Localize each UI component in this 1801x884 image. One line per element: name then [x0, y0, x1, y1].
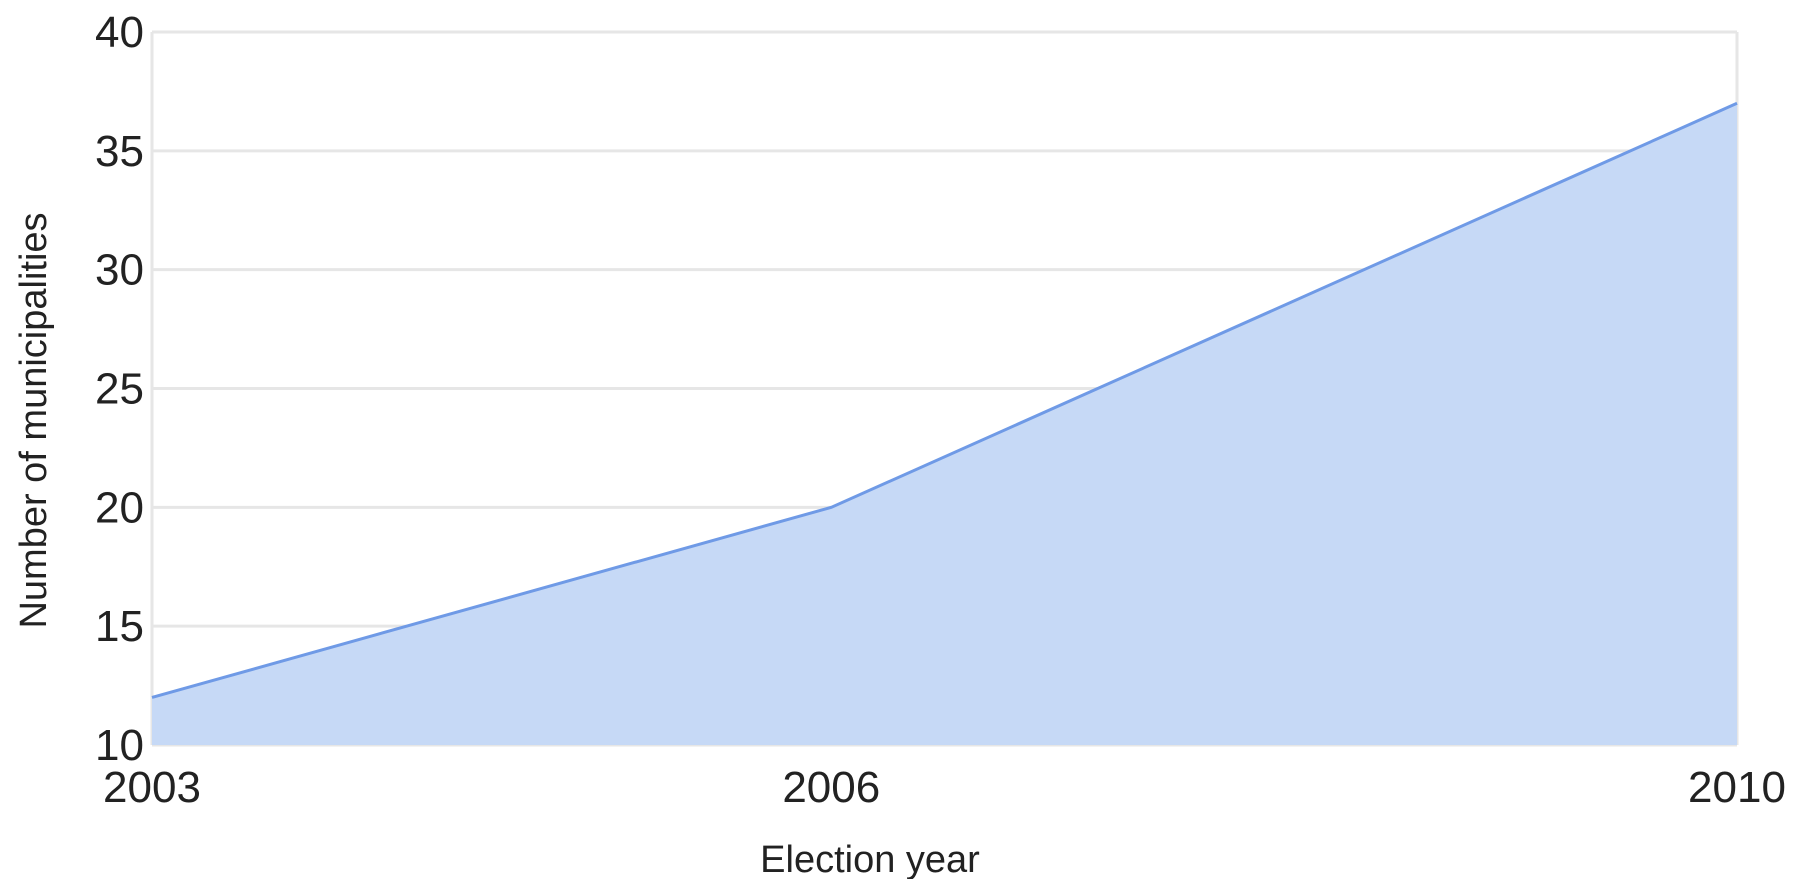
series-area — [152, 103, 1737, 745]
y-tick-label: 40 — [95, 8, 144, 57]
y-tick-label: 15 — [95, 602, 144, 651]
area-fill-series-0 — [152, 103, 1737, 745]
y-tick-label: 20 — [95, 483, 144, 532]
x-tick-label: 2006 — [782, 763, 880, 812]
x-axis-ticks: 2003 2006 2010 — [103, 763, 1786, 812]
y-tick-label: 25 — [95, 365, 144, 414]
x-tick-label: 2010 — [1688, 763, 1786, 812]
x-axis-title: Election year — [760, 839, 980, 879]
x-tick-label: 2003 — [103, 763, 201, 812]
y-tick-label: 30 — [95, 246, 144, 295]
y-tick-label: 35 — [95, 127, 144, 176]
y-axis-title: Number of municipalities — [13, 212, 55, 628]
